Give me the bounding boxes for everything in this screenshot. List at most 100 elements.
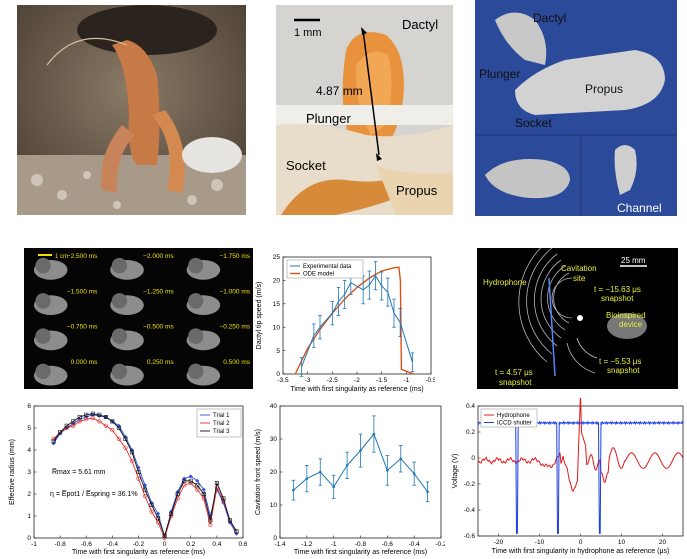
- trial3-marker: [208, 518, 213, 523]
- snapshot-time-label: −1.500 ms: [67, 288, 98, 295]
- y-tick-label: 0.2: [466, 429, 475, 436]
- x-tick-label: -0.5: [425, 377, 435, 384]
- trial2-marker: [195, 487, 200, 492]
- x-tick-label: -0.8: [55, 541, 67, 548]
- x-tick-label: -1: [403, 377, 409, 384]
- x-tick-label: 0: [579, 539, 583, 546]
- snapshot-time-label: −1.250 ms: [143, 288, 174, 295]
- x-tick-label: -20: [494, 539, 504, 546]
- trial1-marker: [58, 431, 63, 436]
- claw-propus-label: Propus: [396, 183, 438, 198]
- trial2-marker: [97, 419, 102, 424]
- legend-label: Trial 2: [213, 421, 230, 427]
- trial1-marker: [84, 415, 89, 419]
- trial3-marker: [175, 492, 180, 497]
- claw-photo: 1 mm Dactyl 4.87 mm Plunger Socket Propu…: [276, 5, 453, 215]
- shrimp-photo: [17, 5, 246, 215]
- snapshot-dactyl: [188, 328, 204, 344]
- x-tick-label: -1.5: [376, 377, 388, 384]
- trial2-marker: [116, 436, 122, 442]
- cavitation-speed-chart: -1.4 -1.2 -1 -0.8 -0.6 -0.4 -0.2 0 10 20 30 40 Time …: [250, 401, 445, 557]
- trial3-marker: [227, 518, 232, 523]
- trial2-marker: [71, 423, 76, 428]
- trial1-marker: [149, 500, 154, 505]
- y-tick-label: 3: [27, 469, 31, 476]
- cav-cavitation-label: Cavitation: [561, 264, 597, 273]
- snapshot-dactyl: [35, 363, 51, 380]
- snapshot-dactyl: [111, 257, 128, 274]
- legend-label: Trial 1: [213, 413, 230, 419]
- y-tick-label: 20: [273, 278, 281, 285]
- x-tick-label: -0.2: [435, 541, 445, 548]
- y-tick-label: 30: [270, 436, 278, 443]
- effective-radius-chart: -1 -0.8 -0.6 -0.4 -0.2 0 0.2 0.4 0.6 0 1 2 3 4 5 6 Time …: [4, 401, 247, 557]
- snapshot-dactyl: [188, 363, 204, 380]
- trial3-marker: [169, 511, 174, 516]
- trial3-marker: [143, 487, 148, 492]
- x-tick-label: -0.6: [81, 541, 93, 548]
- x-tick-label: -0.4: [409, 541, 421, 548]
- trial1-marker: [156, 511, 161, 516]
- trial2-marker: [142, 494, 148, 499]
- snapshot-time-label: −1.750 ms: [219, 253, 250, 260]
- y-tick-label: 5: [276, 348, 280, 355]
- dactyl-speed-chart: -3.5 -3 -2.5 -2 -1.5 -1 -0.5 0 5 10 15 20 25 Time wit…: [253, 247, 435, 399]
- render-propus-label: Propus: [585, 82, 623, 96]
- trial3-marker: [110, 419, 115, 424]
- chart-legend: [286, 259, 364, 279]
- trial1-marker: [143, 483, 148, 488]
- render-dactyl-label: Dactyl: [533, 11, 566, 25]
- snapshot-time-label: −2.000 ms: [143, 253, 174, 260]
- snapshot-dactyl: [188, 257, 204, 274]
- y-tick-label: 0: [276, 371, 280, 378]
- y-axis-label: Effective radius (mm): [9, 439, 16, 505]
- trial3-marker: [129, 450, 134, 455]
- trial2-marker: [90, 416, 95, 421]
- hydrophone-trace: [477, 398, 684, 492]
- x-tick-label: -3.5: [277, 377, 289, 384]
- x-tick-label: -0.4: [107, 541, 119, 548]
- y-tick-label: -0.6: [464, 533, 476, 540]
- trial3-marker: [221, 496, 226, 501]
- x-tick-label: 0.2: [186, 541, 195, 548]
- x-tick-label: -0.6: [382, 541, 394, 548]
- legend-label-experimental: Experimental data: [303, 264, 352, 270]
- snapshot-time-label: 0.250 ms: [147, 359, 174, 366]
- trial3-marker: [195, 483, 200, 488]
- claw-plunger-label: Plunger: [306, 111, 351, 126]
- trial-line: [53, 413, 237, 538]
- snapshot-time-label: −0.750 ms: [67, 324, 98, 331]
- y-axis-label: Voltage (V): [452, 454, 459, 489]
- cav-snap3-label: snapshot: [499, 378, 532, 387]
- trial1-marker: [136, 465, 141, 470]
- snapshot-scale-label: 1 cm: [55, 254, 68, 260]
- x-axis-label: Time with first singularity in hydrophon…: [492, 548, 670, 555]
- x-tick-label: 0: [163, 541, 167, 548]
- snapshot-dactyl: [111, 363, 128, 380]
- claw-scale-label: 1 mm: [294, 27, 322, 39]
- trial-line: [53, 417, 237, 540]
- cav-marker: [318, 470, 322, 474]
- y-tick-label: 0.4: [466, 403, 475, 410]
- trial3-marker: [103, 415, 108, 420]
- x-tick-label: -0.8: [355, 541, 367, 548]
- trial3-marker: [214, 481, 219, 486]
- trial2-marker: [129, 458, 135, 464]
- snapshot-dactyl: [188, 293, 204, 309]
- trial2-marker: [103, 423, 108, 428]
- trial3-marker: [201, 492, 206, 497]
- snapshot-dactyl: [111, 293, 128, 309]
- trial3-marker: [71, 419, 76, 424]
- x-tick-label: -2.5: [327, 377, 339, 384]
- trial3-marker: [123, 436, 128, 441]
- trial3-marker: [182, 478, 187, 483]
- trial3-marker: [234, 529, 239, 534]
- trial1-marker: [97, 413, 102, 418]
- trial2-marker: [201, 496, 206, 501]
- y-tick-label: 2: [27, 491, 31, 498]
- y-axis-label: Dactyl tip speed (m/s): [256, 282, 263, 350]
- x-tick-label: 20: [659, 539, 667, 546]
- trial3-marker: [136, 470, 141, 475]
- snapshot-time-label: 0.000 ms: [71, 359, 98, 366]
- trial1-marker: [90, 412, 95, 417]
